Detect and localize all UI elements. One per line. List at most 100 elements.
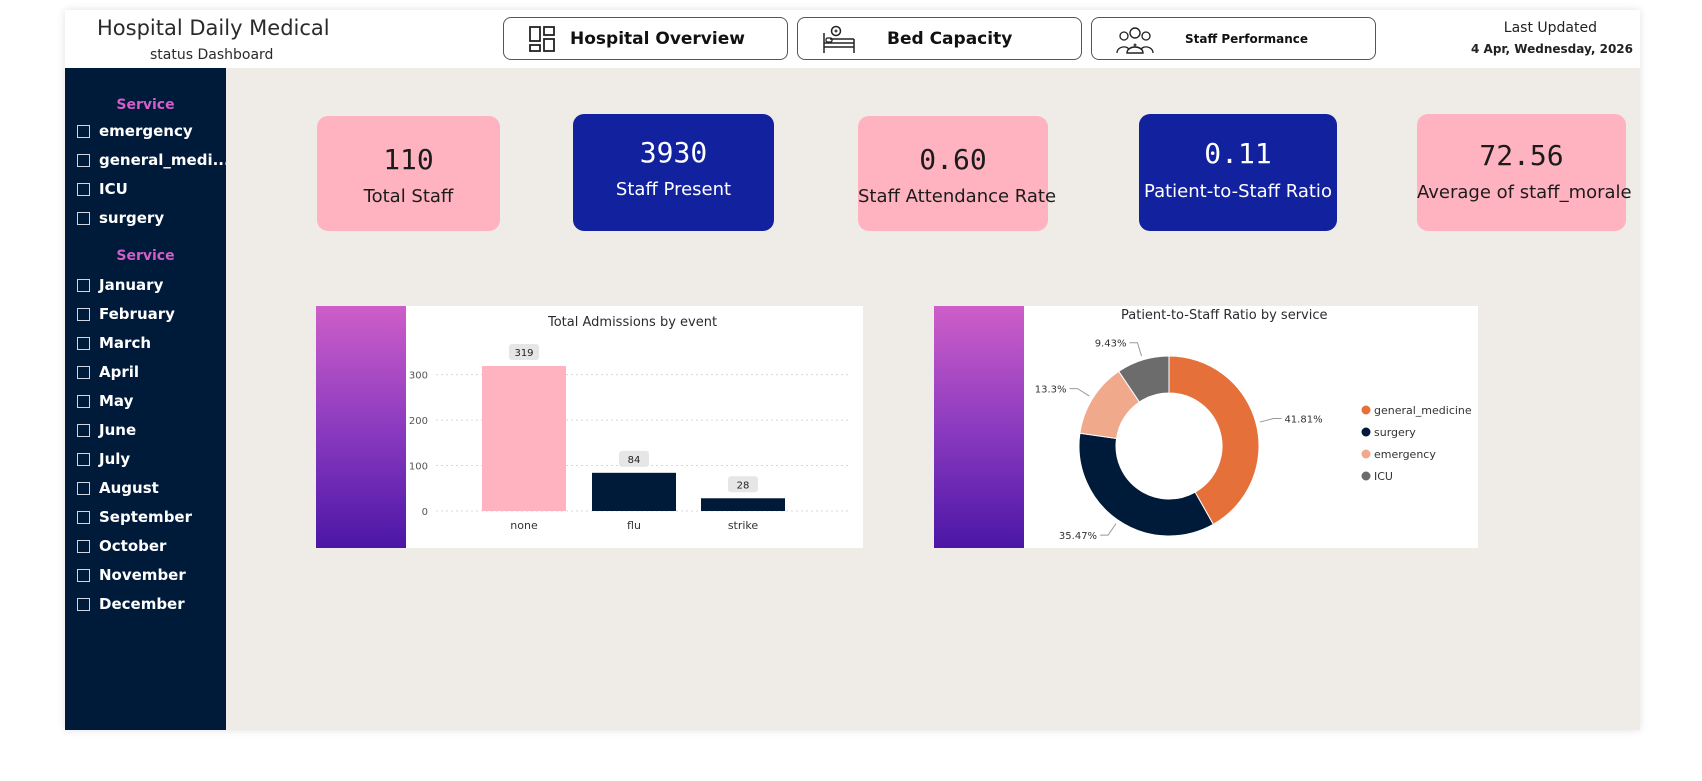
data-label-background [619,450,649,467]
ratio-chart-title: Patient-to-Staff Ratio by service [1121,308,1328,323]
month-filter-option[interactable]: August [77,479,159,497]
kpi-value: 3930 [639,136,708,169]
leader-line [1069,388,1090,397]
checkbox[interactable] [77,394,90,408]
x-tick-label: flu [627,519,641,532]
chart-accent-strip [316,306,406,548]
month-filter-option[interactable]: December [77,595,185,613]
dashboard-subtitle: status Dashboard [150,47,274,63]
bar-strike[interactable] [701,498,785,511]
kpi-value: 0.60 [919,143,987,176]
checkbox[interactable] [77,124,90,138]
bar-flu[interactable] [592,472,676,511]
ratio-donut-chart: 41.81% 35.47% 13.3% 9.43% general_medicinesu… [1035,339,1472,542]
checkbox[interactable] [77,365,90,379]
month-option-label: March [99,334,152,352]
service-option-label: emergency [99,122,193,140]
checkbox[interactable] [77,510,90,524]
y-tick-label: 300 [409,371,428,382]
kpi-value: 0.11 [1204,137,1272,170]
checkbox[interactable] [77,336,90,350]
month-filter-option[interactable]: February [77,305,175,323]
kpi-label: Staff Attendance Rate [858,186,1057,207]
checkbox[interactable] [77,481,90,495]
service-option-label: surgery [99,209,165,227]
admissions-chart-title: Total Admissions by event [548,315,718,330]
legend-marker [1361,427,1371,437]
service-filter-option[interactable]: surgery [77,209,164,227]
service-filter-heading: Service [116,97,175,113]
last-updated-label: Last Updated [1503,20,1597,36]
service-filter-option[interactable]: emergency [77,122,193,140]
slice-surgery[interactable] [1078,432,1214,537]
staff-group-icon [1116,27,1154,54]
kpi-label: Average of staff_morale [1417,182,1632,203]
dashboard-title: Hospital Daily Medical [97,16,330,40]
bed-capacity-button[interactable]: Bed Capacity [797,17,1082,60]
checkbox[interactable] [77,539,90,553]
kpi-card: 3930 Staff Present [573,114,774,231]
month-filter-option[interactable]: June [77,421,136,439]
legend-item[interactable]: general_medicine [1374,404,1472,417]
month-filter-option[interactable]: July [77,450,130,468]
month-option-label: May [99,392,134,410]
slice-value-label: 13.3% [1035,385,1067,396]
checkbox[interactable] [77,568,90,582]
service-option-label: general_medi... [99,151,230,169]
hospital-overview-label: Hospital Overview [570,29,745,49]
y-tick-label: 100 [409,462,428,473]
slice-value-label: 35.47% [1059,531,1097,542]
month-option-label: September [99,508,192,526]
legend-marker [1361,471,1371,481]
x-tick-label: strike [728,519,759,532]
bar-none[interactable] [482,366,566,511]
month-filter-option[interactable]: November [77,566,186,584]
month-filter-option[interactable]: March [77,334,151,352]
kpi-card: 72.56 Average of staff_morale [1417,114,1632,231]
checkbox[interactable] [77,452,90,466]
bed-capacity-label: Bed Capacity [887,29,1013,49]
kpi-card: 0.60 Staff Attendance Rate [858,116,1057,231]
kpi-card: 110 Total Staff [317,116,500,231]
legend-item[interactable]: emergency [1374,448,1436,461]
hospital-overview-button[interactable]: Hospital Overview [503,17,788,60]
kpi-label: Total Staff [363,186,454,207]
hospital-bed-icon [823,25,855,53]
month-filter-option[interactable]: October [77,537,166,555]
checkbox[interactable] [77,423,90,437]
checkbox[interactable] [77,182,90,196]
kpi-value: 72.56 [1479,139,1564,172]
leader-line [1259,418,1282,423]
month-filter-option[interactable]: January [77,276,163,294]
legend-marker [1361,449,1371,459]
slice-general_medicine[interactable] [1168,355,1260,526]
legend-item[interactable]: ICU [1374,470,1393,483]
service-filter-option[interactable]: ICU [77,180,128,198]
month-option-label: July [99,450,131,468]
month-filter-option[interactable]: September [77,508,192,526]
month-option-label: February [99,305,175,323]
checkbox[interactable] [77,597,90,611]
y-tick-label: 200 [409,416,428,427]
service-filter-option[interactable]: general_medi... [77,151,230,169]
leader-line [1129,342,1143,357]
checkbox[interactable] [77,211,90,225]
y-tick-label: 0 [422,507,428,518]
main-canvas: Total Admissions by event 0 100 200 300 319 n… [226,68,1640,730]
checkbox[interactable] [77,153,90,167]
x-tick-label: none [510,519,538,532]
slice-value-label: 41.81% [1284,415,1322,426]
staff-performance-label: Staff Performance [1185,32,1309,46]
slice-ICU[interactable] [1118,355,1170,403]
month-option-label: November [99,566,186,584]
month-filter-option[interactable]: April [77,363,139,381]
legend-item[interactable]: surgery [1374,426,1416,439]
staff-performance-button[interactable]: Staff Performance [1091,17,1376,60]
chart-accent-strip [934,306,1024,548]
checkbox[interactable] [77,278,90,292]
month-filter-option[interactable]: May [77,392,133,410]
dashboard-icon [529,26,555,52]
filter-sidebar: Service Service emergency general_medi...… [65,68,230,730]
checkbox[interactable] [77,307,90,321]
month-option-label: January [99,276,164,294]
